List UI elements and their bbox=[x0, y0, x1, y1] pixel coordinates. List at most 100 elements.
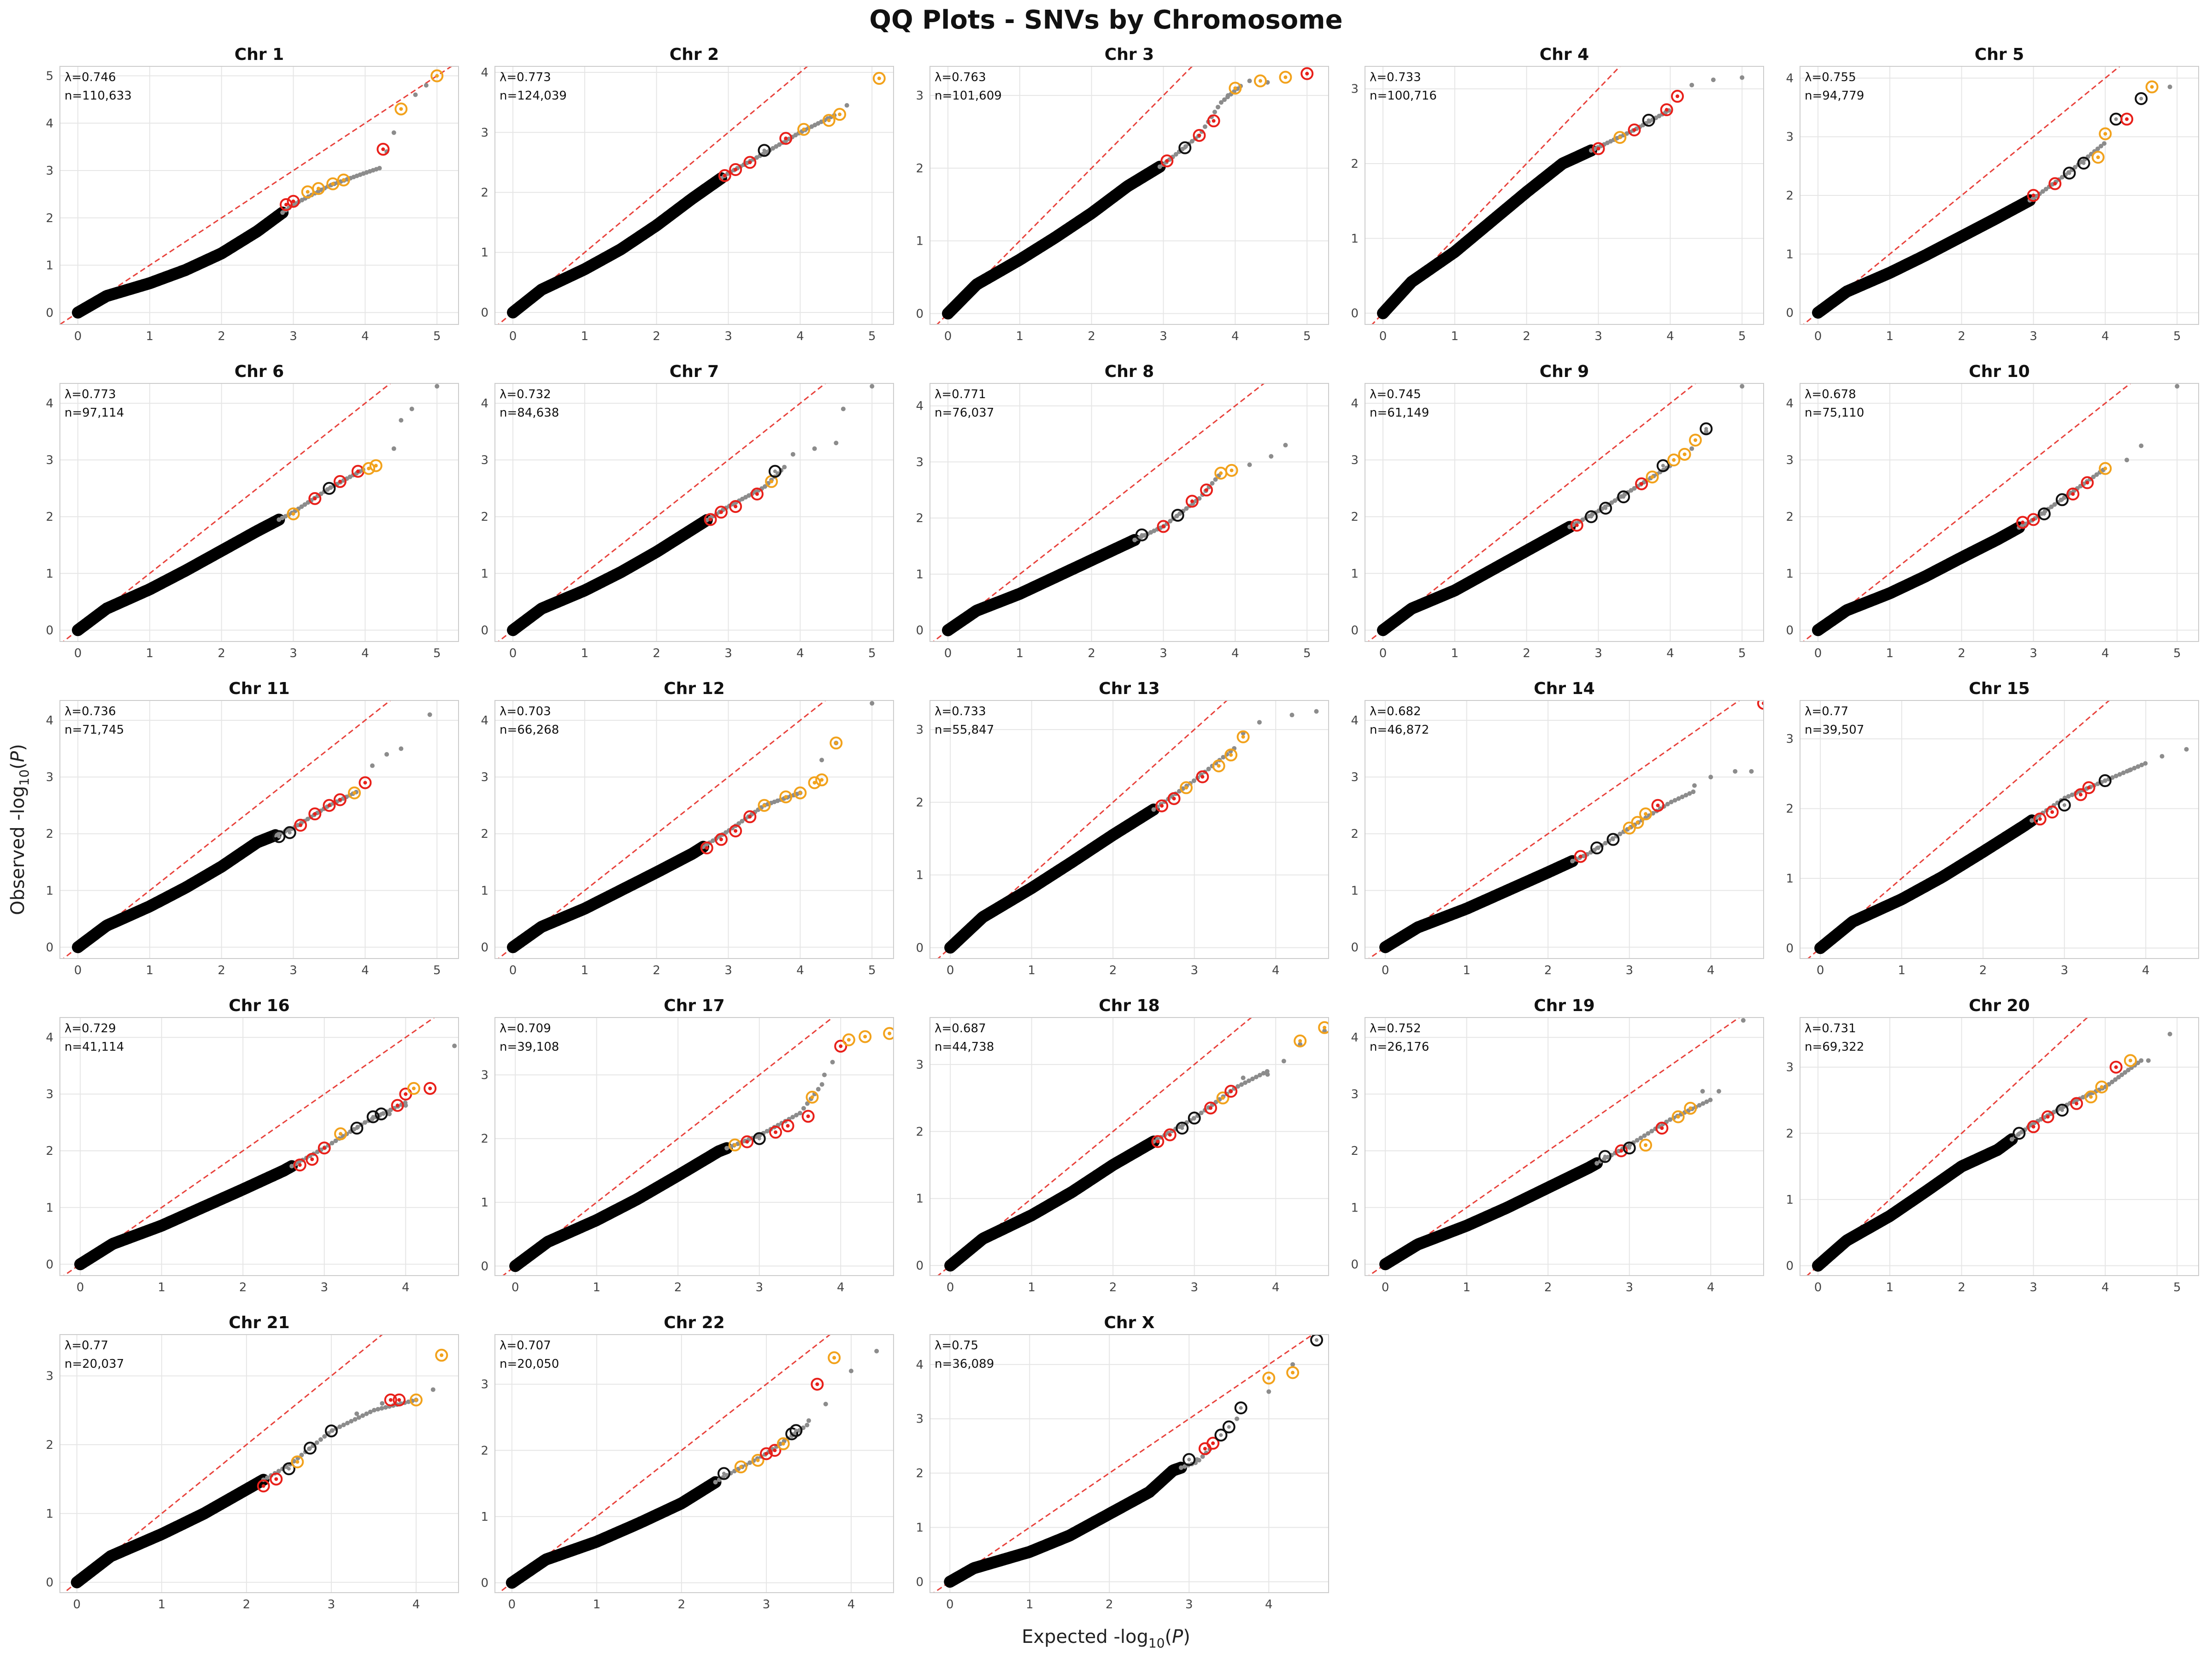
tail-point bbox=[2116, 1075, 2121, 1080]
y-tick-label: 1 bbox=[916, 869, 924, 882]
tail-point bbox=[333, 1138, 338, 1143]
tail-point bbox=[844, 103, 849, 108]
tail-point bbox=[391, 446, 396, 451]
highlight-marker-core bbox=[773, 469, 777, 473]
x-tick-label: 1 bbox=[158, 1281, 165, 1294]
tail-point bbox=[2119, 1072, 2124, 1077]
highlight-marker bbox=[1253, 74, 1267, 88]
null-diagonal-line bbox=[1802, 383, 2132, 641]
lambda-annotation: λ=0.732 bbox=[500, 388, 551, 401]
panel-title: Chr 9 bbox=[1540, 362, 1589, 381]
tail-point bbox=[2121, 771, 2126, 776]
tail-point bbox=[1189, 139, 1194, 144]
tail-point bbox=[2110, 1079, 2115, 1084]
tail-point bbox=[1733, 769, 1738, 774]
y-tick-label: 2 bbox=[46, 510, 53, 524]
tail-point bbox=[2110, 775, 2115, 780]
highlight-marker bbox=[729, 163, 742, 176]
highlight-marker bbox=[318, 1141, 331, 1155]
x-tick-label: 4 bbox=[847, 1598, 855, 1612]
highlight-marker-core bbox=[2038, 817, 2042, 821]
highlight-marker-core bbox=[339, 1132, 343, 1136]
x-tick-label: 2 bbox=[1523, 647, 1530, 660]
highlight-marker bbox=[1598, 1150, 1612, 1163]
bulk-points bbox=[74, 1160, 298, 1271]
highlight-marker-core bbox=[381, 147, 385, 151]
tail-point bbox=[1265, 1072, 1270, 1077]
x-tick-label: 5 bbox=[868, 964, 876, 977]
highlight-marker-core bbox=[745, 1140, 749, 1144]
x-tick-label: 3 bbox=[1594, 647, 1602, 660]
x-tick-label: 2 bbox=[218, 329, 225, 343]
y-tick-label: 0 bbox=[481, 941, 488, 954]
highlight-marker-core bbox=[1683, 452, 1687, 456]
highlight-marker-core bbox=[734, 505, 738, 509]
highlight-marker bbox=[758, 144, 771, 157]
tail-point bbox=[2167, 84, 2172, 89]
highlight-marker bbox=[384, 1393, 397, 1406]
x-tick-label: 0 bbox=[1382, 964, 1389, 977]
highlight-marker-core bbox=[2087, 786, 2091, 790]
tail-point bbox=[870, 384, 875, 389]
panel-title: Chr X bbox=[1104, 1313, 1154, 1332]
x-tick-label: 2 bbox=[1109, 964, 1117, 977]
highlight-marker-core bbox=[2150, 85, 2154, 89]
tail-point bbox=[1697, 1103, 1702, 1108]
highlight-marker bbox=[393, 1393, 406, 1406]
panel-title: Chr 20 bbox=[1969, 996, 2030, 1015]
highlight-marker-core bbox=[2075, 1101, 2079, 1106]
tail-point bbox=[790, 1115, 795, 1120]
x-tick-label: 0 bbox=[1814, 1281, 1822, 1294]
highlight-marker bbox=[1615, 1144, 1628, 1158]
x-tick-label: 3 bbox=[763, 1598, 771, 1612]
y-tick-label: 2 bbox=[481, 510, 488, 524]
y-tick-label: 1 bbox=[1786, 567, 1794, 581]
highlight-marker-core bbox=[379, 1112, 383, 1116]
y-tick-label: 3 bbox=[1786, 453, 1794, 467]
bulk-points bbox=[507, 172, 727, 318]
y-tick-label: 1 bbox=[481, 246, 488, 260]
x-tick-label: 4 bbox=[2142, 964, 2150, 977]
tail-point bbox=[1570, 859, 1575, 864]
tail-point bbox=[1191, 778, 1196, 783]
x-tick-label: 1 bbox=[146, 329, 154, 343]
y-tick-label: 1 bbox=[1351, 567, 1359, 581]
highlight-marker-core bbox=[367, 466, 371, 471]
tail-point bbox=[399, 746, 404, 751]
highlight-marker bbox=[1163, 1128, 1177, 1141]
x-tick-label: 2 bbox=[1958, 329, 1965, 343]
highlight-marker bbox=[1651, 799, 1665, 812]
tail-point bbox=[1676, 796, 1681, 801]
qq-panel: Chr 22 0 1 2 3 4 0 1 2 3 λ=0.707 n=20,050 bbox=[481, 1313, 894, 1612]
panel-title: Chr 2 bbox=[670, 45, 719, 64]
highlight-marker bbox=[1229, 82, 1242, 95]
highlight-marker-core bbox=[1704, 427, 1708, 431]
tail-point bbox=[1642, 1133, 1647, 1138]
highlight-marker-core bbox=[1618, 135, 1622, 140]
x-tick-label: 2 bbox=[1958, 647, 1965, 660]
x-tick-label: 4 bbox=[1231, 647, 1239, 660]
null-diagonal-line bbox=[1368, 1018, 1741, 1276]
highlight-marker bbox=[741, 1135, 754, 1148]
plot-frame bbox=[930, 383, 1329, 642]
null-diagonal-line bbox=[497, 700, 827, 959]
y-tick-label: 0 bbox=[916, 624, 924, 638]
y-tick-label: 3 bbox=[481, 1068, 488, 1082]
tail-point bbox=[1283, 442, 1288, 447]
highlight-marker-core bbox=[802, 127, 806, 131]
highlight-marker bbox=[830, 736, 843, 750]
x-tick-label: 0 bbox=[1379, 647, 1387, 660]
tail-point bbox=[1184, 506, 1189, 511]
highlight-marker-core bbox=[773, 1448, 777, 1453]
x-tick-label: 5 bbox=[433, 329, 441, 343]
highlight-marker bbox=[2081, 476, 2094, 489]
y-tick-label: 0 bbox=[46, 941, 53, 954]
highlight-marker bbox=[1700, 422, 1713, 435]
highlight-marker-core bbox=[820, 778, 824, 782]
highlight-marker-core bbox=[338, 798, 342, 802]
highlight-marker-core bbox=[1665, 108, 1669, 112]
tail-point bbox=[1638, 1135, 1643, 1141]
tail-point bbox=[794, 1112, 799, 1118]
highlight-marker-core bbox=[310, 1157, 314, 1161]
highlight-marker bbox=[872, 72, 886, 85]
